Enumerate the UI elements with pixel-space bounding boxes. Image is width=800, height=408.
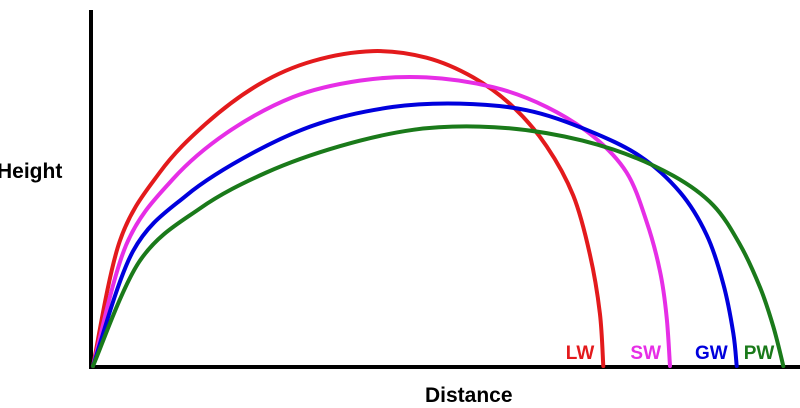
series-group [91,49,786,368]
series-line-lw [91,49,606,368]
series-label-pw: PW [744,343,775,364]
x-axis-label: Distance [425,384,513,407]
series-line-sw [91,74,672,368]
series-label-sw: SW [630,343,661,364]
series-label-gw: GW [695,343,728,364]
series-label-group: LW SW GW PW [566,343,775,364]
series-label-lw: LW [566,343,595,364]
series-line-gw [91,101,739,368]
series-line-pw [91,124,786,368]
y-axis-label: Height [0,160,62,183]
